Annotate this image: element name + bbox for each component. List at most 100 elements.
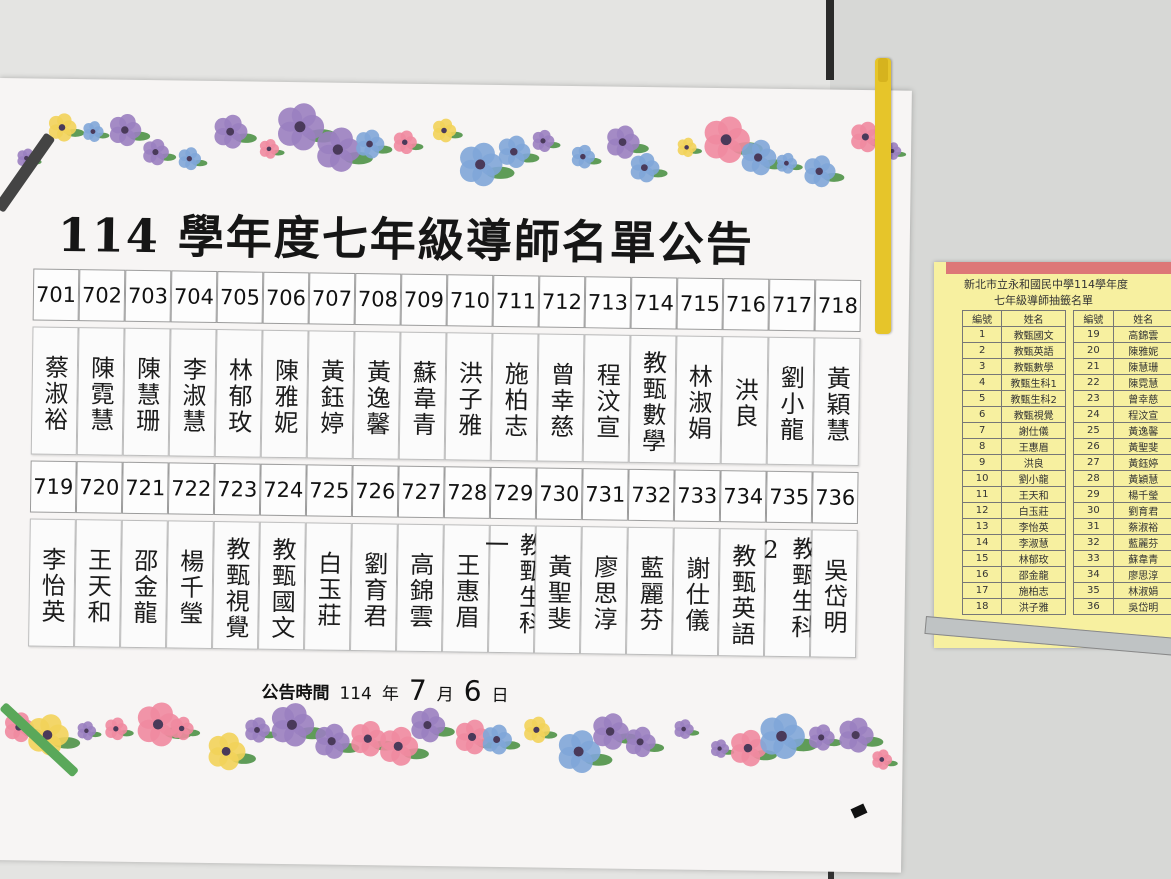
table-cell-number: 28 bbox=[1073, 470, 1114, 487]
class-card: 714 教甄數學 bbox=[628, 276, 678, 464]
flower-center-icon bbox=[393, 741, 403, 751]
class-number: 708 bbox=[354, 272, 402, 326]
table-cell-name: 教甄視覺 bbox=[1001, 406, 1067, 423]
table-cell-name: 吳岱明 bbox=[1112, 598, 1171, 615]
table-cell-number: 15 bbox=[961, 550, 1003, 567]
teacher-name: 蔡淑裕 bbox=[30, 326, 79, 456]
teacher-name: 劉小龍 bbox=[766, 336, 815, 466]
table-cell-number: 30 bbox=[1073, 502, 1114, 519]
table-cell-number: 11 bbox=[961, 486, 1003, 503]
petal-icon bbox=[773, 713, 797, 737]
class-card: 736 吳岱明 bbox=[809, 471, 859, 659]
class-card: 730 黃聖斐 bbox=[534, 467, 583, 655]
class-number: 701 bbox=[32, 268, 80, 322]
table-header: 編號 bbox=[1073, 310, 1114, 327]
flower-center-icon bbox=[294, 121, 306, 133]
class-card: 703 陳慧珊 bbox=[122, 269, 172, 457]
sheet-subtitle: 七年級導師抽籤名單 bbox=[994, 294, 1093, 307]
table-cell-number: 5 bbox=[961, 390, 1003, 407]
class-card: 724 教甄國文 bbox=[258, 463, 307, 651]
teacher-name: 陳雅妮 bbox=[260, 329, 309, 459]
teacher-name: 廖思淳 bbox=[580, 526, 628, 655]
table-cell-name: 高錦雲 bbox=[1112, 326, 1171, 343]
teacher-name: 劉育君 bbox=[350, 522, 398, 652]
table-row: 16 邵金龍 34 廖思淳 bbox=[961, 566, 1171, 583]
class-number: 732 bbox=[627, 468, 675, 522]
class-number: 704 bbox=[170, 270, 218, 324]
flower-center-icon bbox=[776, 730, 787, 742]
table-cell-name: 陳霓慧 bbox=[1112, 374, 1171, 391]
flower-center-icon bbox=[640, 164, 648, 172]
table-row: 5 教甄生科2 23 曾幸慈 bbox=[961, 390, 1171, 407]
table-cell-number: 7 bbox=[961, 422, 1003, 439]
table-row: 4 教甄生科1 22 陳霓慧 bbox=[961, 374, 1171, 391]
petal-icon bbox=[89, 121, 101, 132]
flower-center-icon bbox=[720, 134, 732, 146]
teacher-name: 楊千瑩 bbox=[166, 520, 214, 650]
table-cell-number: 20 bbox=[1073, 342, 1114, 359]
table-cell-number: 24 bbox=[1073, 406, 1114, 423]
petal-icon bbox=[616, 125, 634, 143]
table-row: 18 洪子雅 36 吳岱明 bbox=[961, 598, 1171, 615]
class-card: 706 陳雅妮 bbox=[260, 271, 310, 459]
teacher-name: 蘇韋青 bbox=[398, 331, 447, 461]
petal-icon bbox=[391, 726, 412, 747]
class-card: 731 廖思淳 bbox=[580, 468, 629, 655]
petal-icon bbox=[741, 729, 761, 749]
teacher-name: 黃鈺婷 bbox=[306, 330, 355, 459]
flower-center-icon bbox=[783, 160, 789, 166]
table-cell-name: 教甄生科2 bbox=[1001, 390, 1067, 407]
petal-icon bbox=[219, 732, 239, 752]
class-card: 725 白玉莊 bbox=[304, 464, 353, 651]
poster-title: 114 學年度七年級導師名單公告 bbox=[57, 207, 755, 272]
table-cell-name: 林淑娟 bbox=[1112, 582, 1171, 599]
teacher-name: 教甄生科2 bbox=[757, 528, 816, 658]
class-card: 710 洪子雅 bbox=[444, 274, 494, 461]
teacher-name: 教甄生科一 bbox=[480, 524, 544, 654]
class-number: 706 bbox=[262, 271, 310, 325]
table-cell-name: 李怡英 bbox=[1001, 518, 1067, 535]
petal-icon bbox=[639, 152, 655, 169]
petal-icon bbox=[177, 716, 190, 729]
petal-icon bbox=[325, 723, 344, 742]
table-cell-number: 1 bbox=[961, 326, 1003, 343]
petal-icon bbox=[683, 137, 694, 148]
petal-icon bbox=[361, 720, 380, 740]
petal-icon bbox=[400, 130, 413, 143]
petal-icon bbox=[119, 114, 136, 131]
flower-border-top bbox=[17, 103, 907, 188]
table-cell-number: 26 bbox=[1073, 438, 1114, 455]
class-number: 735 bbox=[765, 470, 813, 524]
petal-icon bbox=[150, 702, 173, 725]
class-number: 713 bbox=[584, 276, 632, 329]
flower-center-icon bbox=[441, 127, 447, 134]
flower-border-bottom bbox=[4, 702, 898, 774]
petal-icon bbox=[531, 716, 546, 731]
table-cell-name: 蘇韋青 bbox=[1112, 550, 1171, 567]
table-cell-name: 教甄生科1 bbox=[1001, 374, 1067, 391]
table-cell-name: 曾幸慈 bbox=[1112, 390, 1171, 407]
table-cell-name: 教甄英語 bbox=[1001, 342, 1067, 359]
table-cell-number: 16 bbox=[961, 566, 1003, 583]
table-cell-number: 17 bbox=[961, 582, 1003, 599]
table-cell-number: 35 bbox=[1073, 582, 1114, 599]
flower-center-icon bbox=[254, 727, 260, 733]
table-cell-name: 黃逸馨 bbox=[1112, 422, 1171, 439]
flower-center-icon bbox=[815, 167, 823, 175]
tape-strip bbox=[946, 262, 1171, 274]
class-number: 705 bbox=[216, 271, 264, 324]
class-card: 705 林郁玫 bbox=[214, 271, 264, 458]
teacher-name: 教甄國文 bbox=[258, 521, 306, 651]
teacher-name: 程汶宣 bbox=[582, 334, 631, 463]
flower-center-icon bbox=[605, 727, 615, 736]
flower-center-icon bbox=[152, 719, 164, 730]
table-row: 10 劉小龍 28 黃穎慧 bbox=[961, 470, 1171, 487]
petal-icon bbox=[40, 714, 62, 736]
class-card: 717 劉小龍 bbox=[766, 278, 816, 466]
petal-icon bbox=[83, 721, 93, 732]
announcement-poster: 114 學年度七年級導師名單公告 701 蔡淑裕 702 陳霓慧 703 陳慧珊 704 李淑… bbox=[0, 78, 912, 873]
teacher-name: 高錦雲 bbox=[396, 523, 444, 653]
class-number: 716 bbox=[722, 278, 770, 331]
table-cell-name: 李淑慧 bbox=[1001, 534, 1067, 551]
class-number: 727 bbox=[397, 465, 445, 519]
